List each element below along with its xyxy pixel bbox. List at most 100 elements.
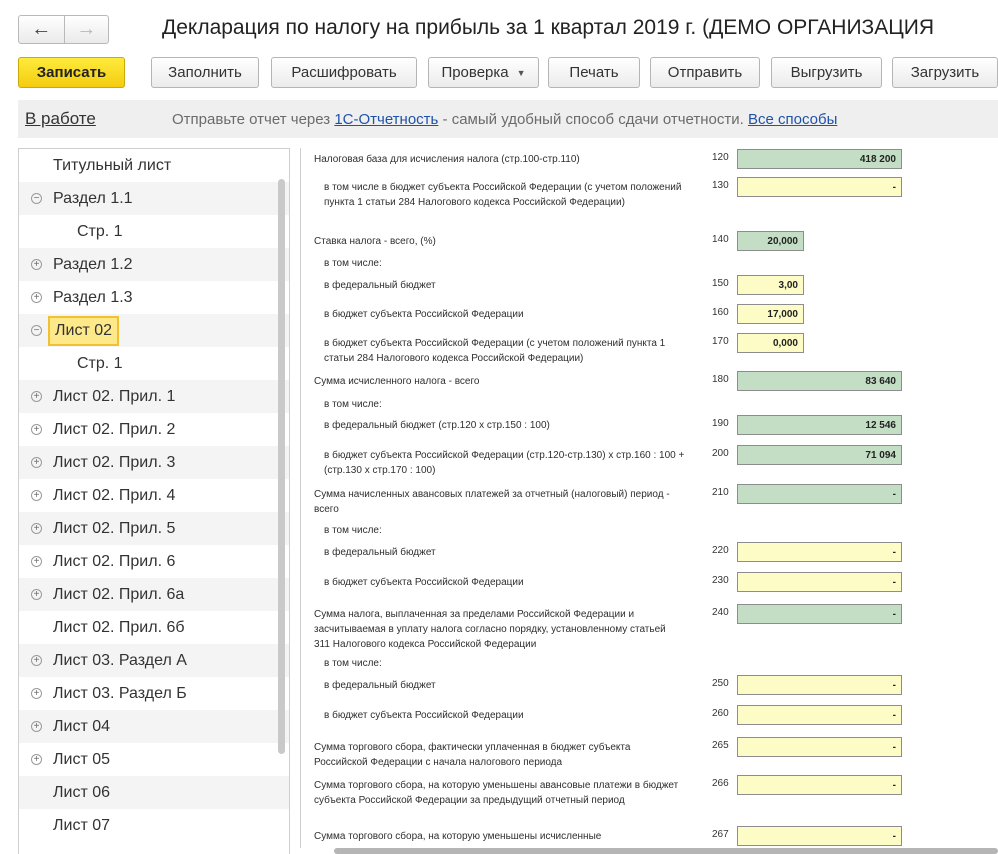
row-label: в том числе в бюджет субъекта Российской… xyxy=(324,182,682,208)
expand-icon[interactable]: + xyxy=(31,523,42,534)
1c-reporting-link[interactable]: 1С-Отчетность xyxy=(334,111,439,128)
tree-item-label: Лист 03. Раздел Б xyxy=(53,684,187,702)
row-code: 265 xyxy=(712,740,729,751)
expand-icon[interactable]: + xyxy=(31,688,42,699)
expand-icon[interactable]: + xyxy=(31,457,42,468)
value-field-190[interactable]: 12 546 xyxy=(737,415,902,435)
document-status-link[interactable]: В работе xyxy=(25,109,96,128)
value-field-250[interactable]: - xyxy=(737,675,902,695)
value-field-266[interactable]: - xyxy=(737,775,902,795)
tree-item[interactable]: Лист 06 xyxy=(19,776,289,809)
row-code: 230 xyxy=(712,575,729,586)
collapse-icon[interactable]: − xyxy=(31,325,42,336)
tree-item[interactable]: − Раздел 1.1 xyxy=(19,182,289,215)
tree-item[interactable]: + Раздел 1.2 xyxy=(19,248,289,281)
decode-button[interactable]: Расшифровать xyxy=(271,57,417,88)
check-dropdown-button[interactable]: Проверка ▼ xyxy=(428,57,539,88)
collapse-icon[interactable]: − xyxy=(31,193,42,204)
tree-item-label: Лист 04 xyxy=(53,717,111,735)
value-field-240[interactable]: - xyxy=(737,604,902,624)
save-button[interactable]: Записать xyxy=(18,57,125,88)
row-code: 170 xyxy=(712,336,729,347)
expand-icon[interactable]: + xyxy=(31,589,42,600)
row-label: в бюджет субъекта Российской Федерации xyxy=(324,309,524,320)
row-label: Сумма налога, выплаченная за пределами Р… xyxy=(314,609,666,650)
value-field-120[interactable]: 418 200 xyxy=(737,149,902,169)
value-field-130[interactable]: - xyxy=(737,177,902,197)
value-field-220[interactable]: - xyxy=(737,542,902,562)
import-button[interactable]: Загрузить xyxy=(892,57,998,88)
print-button[interactable]: Печать xyxy=(548,57,640,88)
row-code: 190 xyxy=(712,418,729,429)
row-code: 220 xyxy=(712,545,729,556)
tree-item[interactable]: + Раздел 1.3 xyxy=(19,281,289,314)
tree-item[interactable]: Титульный лист xyxy=(19,149,289,182)
status-message-text: Отправьте отчет через xyxy=(172,111,335,128)
value-field-180[interactable]: 83 640 xyxy=(737,371,902,391)
form-horizontal-scrollbar[interactable] xyxy=(334,848,998,854)
tree-item[interactable]: + Лист 04 xyxy=(19,710,289,743)
row-code: 267 xyxy=(712,829,729,840)
tree-item-label: Лист 02. Прил. 1 xyxy=(53,387,176,405)
forward-arrow-icon[interactable]: → xyxy=(63,16,109,43)
value-field-267[interactable]: - xyxy=(737,826,902,846)
row-code: 180 xyxy=(712,374,729,385)
expand-icon[interactable]: + xyxy=(31,391,42,402)
tree-item[interactable]: + Лист 02. Прил. 6 xyxy=(19,545,289,578)
value-field-265[interactable]: - xyxy=(737,737,902,757)
value-field-260[interactable]: - xyxy=(737,705,902,725)
send-button[interactable]: Отправить xyxy=(650,57,760,88)
tree-item-selected[interactable]: − Лист 02 xyxy=(19,314,289,347)
value-field-140[interactable]: 20,000 xyxy=(737,231,804,251)
tree-item[interactable]: + Лист 05 xyxy=(19,743,289,776)
row-code: 250 xyxy=(712,678,729,689)
tree-item-label: Стр. 1 xyxy=(77,354,123,372)
export-button[interactable]: Выгрузить xyxy=(771,57,882,88)
tree-item[interactable]: Стр. 1 xyxy=(19,215,289,248)
row-label: Сумма торгового сбора, фактически уплаче… xyxy=(314,742,631,768)
value-field-150[interactable]: 3,00 xyxy=(737,275,804,295)
expand-icon[interactable]: + xyxy=(31,655,42,666)
tree-item[interactable]: + Лист 02. Прил. 2 xyxy=(19,413,289,446)
tree-item[interactable]: + Лист 02. Прил. 4 xyxy=(19,479,289,512)
value-field-230[interactable]: - xyxy=(737,572,902,592)
row-code: 210 xyxy=(712,487,729,498)
check-button-label: Проверка xyxy=(441,64,509,81)
row-label: в федеральный бюджет xyxy=(324,547,436,558)
value-field-210[interactable]: - xyxy=(737,484,902,504)
expand-icon[interactable]: + xyxy=(31,292,42,303)
row-code: 120 xyxy=(712,152,729,163)
value-field-200[interactable]: 71 094 xyxy=(737,445,902,465)
value-field-170[interactable]: 0,000 xyxy=(737,333,804,353)
tree-item[interactable]: Лист 07 xyxy=(19,809,289,842)
tree-item[interactable]: + Лист 02. Прил. 3 xyxy=(19,446,289,479)
expand-icon[interactable]: + xyxy=(31,490,42,501)
status-bar: В работе Отправьте отчет через 1С-Отчетн… xyxy=(18,100,998,138)
tree-scrollbar[interactable] xyxy=(278,179,285,754)
tree-item[interactable]: Стр. 1 xyxy=(19,347,289,380)
expand-icon[interactable]: + xyxy=(31,721,42,732)
tree-item-label: Лист 05 xyxy=(53,750,111,768)
back-arrow-icon[interactable]: ← xyxy=(31,18,52,40)
tree-item-label: Лист 06 xyxy=(53,783,111,801)
expand-icon[interactable]: + xyxy=(31,556,42,567)
expand-icon[interactable]: + xyxy=(31,754,42,765)
all-methods-link[interactable]: Все способы xyxy=(747,111,838,128)
value-field-160[interactable]: 17,000 xyxy=(737,304,804,324)
tree-item-label: Лист 02. Прил. 6а xyxy=(53,585,185,603)
row-code: 266 xyxy=(712,778,729,789)
tree-item[interactable]: + Лист 03. Раздел А xyxy=(19,644,289,677)
status-message: Отправьте отчет через 1С-Отчетность - са… xyxy=(172,111,837,128)
row-label: в федеральный бюджет xyxy=(324,680,436,691)
expand-icon[interactable]: + xyxy=(31,424,42,435)
tree-item[interactable]: Лист 02. Прил. 6б xyxy=(19,611,289,644)
fill-button[interactable]: Заполнить xyxy=(151,57,259,88)
tree-item[interactable]: + Лист 02. Прил. 6а xyxy=(19,578,289,611)
expand-icon[interactable]: + xyxy=(31,259,42,270)
row-label: Налоговая база для исчисления налога (ст… xyxy=(314,154,580,165)
tree-item-label: Лист 02. Прил. 4 xyxy=(53,486,176,504)
tree-item[interactable]: + Лист 02. Прил. 5 xyxy=(19,512,289,545)
tree-item-label: Титульный лист xyxy=(53,156,172,174)
tree-item[interactable]: + Лист 03. Раздел Б xyxy=(19,677,289,710)
tree-item[interactable]: + Лист 02. Прил. 1 xyxy=(19,380,289,413)
